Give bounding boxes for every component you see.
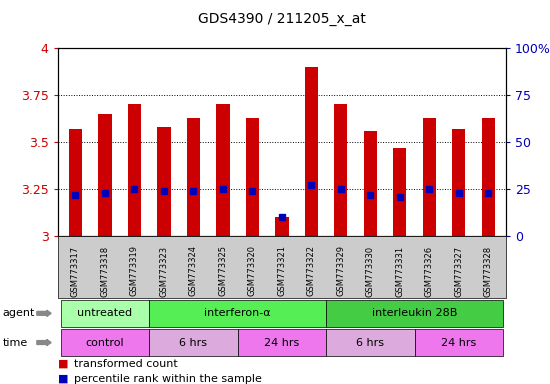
Text: interleukin 28B: interleukin 28B [372,308,457,318]
Text: GSM773325: GSM773325 [218,245,227,296]
Text: agent: agent [3,308,35,318]
Bar [275,217,289,236]
Bar [69,129,82,236]
Text: control: control [86,338,124,348]
Bar [334,104,348,236]
Text: 24 hrs: 24 hrs [264,338,300,348]
Text: GSM773327: GSM773327 [454,245,463,296]
Text: GDS4390 / 211205_x_at: GDS4390 / 211205_x_at [198,12,366,25]
Bar [482,118,495,236]
Text: untreated: untreated [78,308,133,318]
Text: GSM773330: GSM773330 [366,245,375,296]
Bar [423,118,436,236]
Text: 6 hrs: 6 hrs [179,338,207,348]
Text: 24 hrs: 24 hrs [441,338,476,348]
Text: ■: ■ [58,374,68,384]
Text: GSM773331: GSM773331 [395,245,404,296]
Bar [216,104,229,236]
Text: ■: ■ [58,359,68,369]
Text: GSM773317: GSM773317 [71,245,80,296]
Bar [128,104,141,236]
Text: GSM773323: GSM773323 [160,245,168,296]
Bar [364,131,377,236]
Bar [98,114,112,236]
Text: time: time [3,338,28,348]
Bar [157,127,170,236]
Bar [305,67,318,236]
Text: GSM773322: GSM773322 [307,245,316,296]
Bar [452,129,465,236]
Text: GSM773326: GSM773326 [425,245,434,296]
Text: percentile rank within the sample: percentile rank within the sample [74,374,262,384]
Bar [246,118,259,236]
Text: GSM773320: GSM773320 [248,245,257,296]
Bar [393,148,406,236]
Text: GSM773328: GSM773328 [484,245,493,296]
Text: GSM773319: GSM773319 [130,245,139,296]
Text: interferon-α: interferon-α [205,308,271,318]
Text: transformed count: transformed count [74,359,178,369]
Text: GSM773318: GSM773318 [101,245,109,296]
Bar [187,118,200,236]
Text: GSM773324: GSM773324 [189,245,198,296]
Text: GSM773329: GSM773329 [337,245,345,296]
Text: 6 hrs: 6 hrs [356,338,384,348]
Text: GSM773321: GSM773321 [277,245,287,296]
